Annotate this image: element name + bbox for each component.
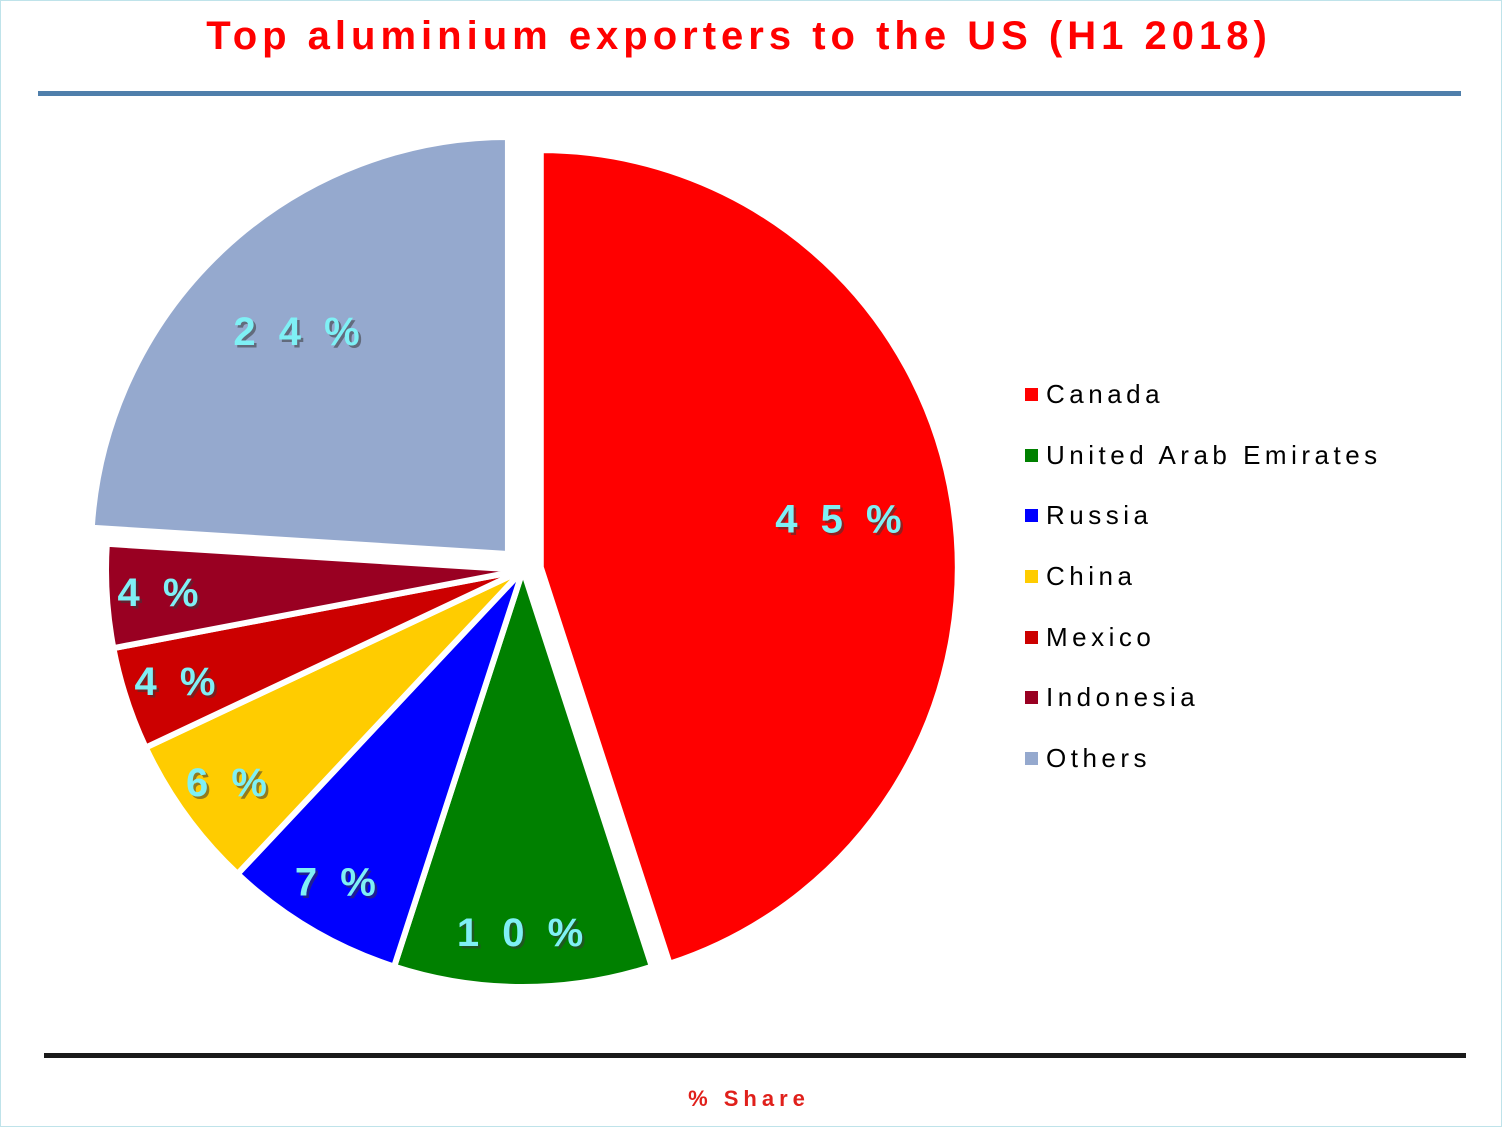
pie-chart: 4 5 %4 5 %1 0 %1 0 %7 %7 %6 %6 %4 %4 %4 … — [88, 133, 961, 990]
slice-label-china: 6 % — [186, 761, 273, 805]
legend-swatch-russia — [1025, 509, 1038, 523]
legend-item-indonesia: Indonesia — [1025, 680, 1382, 741]
pie-slice-china — [142, 567, 526, 877]
pie-slice-others — [88, 133, 511, 557]
footer-label: % Share — [688, 1086, 810, 1111]
legend-swatch-china — [1025, 570, 1038, 584]
legend-swatch-uae — [1025, 448, 1038, 462]
legend-label-canada: Canada — [1046, 379, 1165, 409]
legend-label-others: Others — [1046, 743, 1152, 774]
legend-swatch-indonesia — [1025, 691, 1038, 705]
slice-label-shadow: 6 % — [189, 764, 276, 808]
slice-label-shadow: 4 5 % — [778, 500, 910, 544]
slice-label-shadow: 2 4 % — [236, 313, 368, 357]
footer-divider — [44, 1053, 1466, 1058]
slice-label-shadow: 4 % — [137, 663, 224, 707]
pie-slice-indonesia — [103, 540, 526, 652]
slice-label-shadow: 7 % — [297, 863, 384, 907]
legend-label-china: China — [1046, 561, 1137, 592]
slice-label-mexico: 4 % — [134, 660, 221, 704]
legend-swatch-others — [1025, 752, 1038, 766]
slice-label-shadow: 4 % — [120, 573, 207, 617]
legend-item-uae: United Arab Emirates — [1025, 438, 1382, 499]
legend-label-uae: United Arab Emirates — [1046, 439, 1382, 470]
title-divider — [38, 91, 1461, 96]
legend-item-canada: Canada — [1025, 377, 1382, 438]
chart-legend: Canada United Arab Emirates Russia China… — [1025, 377, 1382, 802]
pie-slice-canada — [537, 147, 961, 967]
pie-slice-russia — [234, 567, 526, 970]
slice-label-canada: 4 5 % — [775, 498, 907, 542]
legend-item-russia: Russia — [1025, 498, 1382, 559]
pie-slice-united-arab-emirates — [391, 567, 655, 990]
legend-swatch-mexico — [1025, 630, 1038, 644]
slice-label-united-arab-emirates: 1 0 % — [457, 911, 589, 955]
legend-label-indonesia: Indonesia — [1046, 682, 1200, 713]
slice-label-shadow: 1 0 % — [459, 913, 591, 957]
legend-item-mexico: Mexico — [1025, 620, 1382, 681]
legend-item-others: Others — [1025, 741, 1382, 802]
legend-label-russia: Russia — [1046, 500, 1153, 531]
slice-label-russia: 7 % — [295, 860, 382, 904]
legend-label-mexico: Mexico — [1046, 621, 1156, 652]
legend-swatch-canada — [1025, 388, 1038, 401]
slice-label-others: 2 4 % — [233, 310, 365, 354]
slice-label-indonesia: 4 % — [117, 571, 204, 615]
chart-title: Top aluminium exporters to the US (H1 20… — [206, 14, 1272, 58]
legend-item-china: China — [1025, 559, 1382, 620]
